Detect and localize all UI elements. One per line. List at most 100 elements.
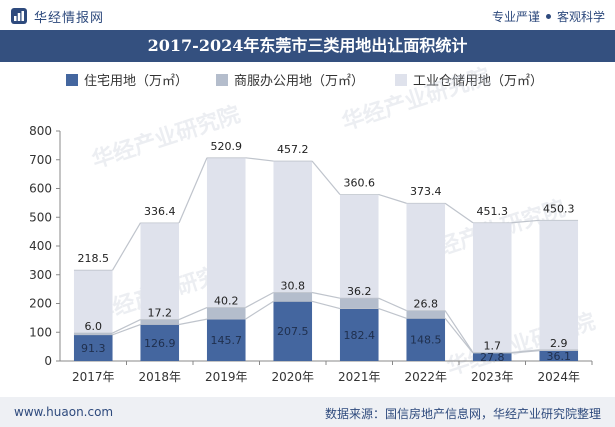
- x-tick-label: 2020年: [271, 370, 314, 384]
- data-label-residential: 126.9: [144, 337, 176, 350]
- data-label-industrial: 451.3: [477, 205, 509, 218]
- bar-segment-residential: [539, 350, 579, 361]
- data-label-industrial: 336.4: [144, 205, 176, 218]
- slogan-dot-icon: [545, 14, 551, 19]
- connector-line: [378, 297, 407, 312]
- stacked-bar-chart: 华经产业研究院华经产业研究院华经产业研究院华经产业研究院华经产业研究院01002…: [29, 63, 598, 384]
- data-label-commercial: 26.8: [414, 298, 439, 311]
- bar-segment-residential: [206, 319, 246, 361]
- connector-line: [311, 160, 341, 195]
- bar-segment-commercial: [73, 333, 113, 335]
- bar-segment-commercial: [539, 349, 579, 351]
- data-label-industrial: 373.4: [410, 185, 442, 198]
- bar-segment-industrial: [73, 270, 113, 334]
- brand-name: 华经情报网: [34, 10, 105, 26]
- watermark-text: 华经产业研究院: [339, 63, 494, 135]
- bar-segment-commercial: [206, 307, 246, 320]
- data-label-residential: 91.3: [81, 342, 106, 355]
- connector-line: [178, 318, 208, 326]
- bar-segment-industrial: [339, 194, 379, 299]
- x-tick-label: 2018年: [138, 370, 181, 384]
- legend-swatch-commercial: [216, 73, 228, 86]
- bar-segment-residential: [73, 334, 113, 361]
- x-tick-label: 2023年: [471, 370, 514, 384]
- bar-segment-industrial: [406, 203, 446, 311]
- connector-line: [444, 310, 474, 353]
- bar-segment-residential: [406, 318, 446, 361]
- bar-segment-residential: [472, 353, 512, 361]
- connector-line: [112, 319, 141, 334]
- data-label-commercial: 2.9: [550, 337, 568, 350]
- bar-segment-industrial: [140, 222, 180, 320]
- brand: 华经情报网: [10, 6, 104, 26]
- connector-line: [378, 193, 407, 204]
- data-label-residential: 145.7: [211, 334, 243, 347]
- bar-segment-industrial: [472, 222, 512, 353]
- connector-line: [245, 157, 274, 162]
- bar-segment-commercial: [140, 319, 180, 325]
- data-label-commercial: 36.2: [347, 285, 372, 298]
- bar-segment-industrial: [539, 220, 579, 350]
- brand-logo-icon: [11, 8, 27, 24]
- x-tick-label: 2021年: [338, 370, 381, 384]
- legend-swatch-industrial: [395, 73, 407, 86]
- y-tick-label: 400: [29, 239, 52, 253]
- legend-item-commercial: 商服办公用地（万㎡）: [216, 70, 364, 89]
- data-label-commercial: 40.2: [214, 295, 239, 308]
- chart-legend: 住宅用地（万㎡） 商服办公用地（万㎡） 工业仓储用地（万㎡）: [0, 70, 615, 90]
- connector-line: [311, 291, 341, 299]
- data-label-residential: 27.8: [480, 351, 505, 364]
- data-label-residential: 148.5: [410, 334, 442, 347]
- connector-line: [511, 219, 540, 224]
- x-tick-label: 2022年: [404, 370, 447, 384]
- connector-line: [178, 157, 208, 224]
- y-tick-label: 600: [29, 182, 52, 196]
- data-label-industrial: 218.5: [78, 252, 110, 265]
- x-tick-label: 2019年: [205, 370, 248, 384]
- connector-line: [444, 202, 474, 224]
- y-tick-label: 700: [29, 153, 52, 167]
- data-label-industrial: 450.3: [543, 202, 575, 215]
- bar-segment-residential: [339, 308, 379, 361]
- legend-label-industrial: 工业仓储用地（万㎡）: [413, 74, 544, 89]
- legend-item-residential: 住宅用地（万㎡）: [66, 70, 188, 89]
- y-tick-label: 0: [44, 354, 52, 368]
- x-tick-label: 2017年: [72, 370, 115, 384]
- chart-title: 2017-2024年东莞市三类用地出让面积统计: [147, 36, 468, 55]
- top-bar: 华经情报网 专业严谨 客观科学: [0, 0, 615, 30]
- x-tick-label: 2024年: [537, 370, 580, 384]
- bar-segment-commercial: [406, 310, 446, 319]
- footer-source: 数据来源：国信房地产信息网，华经产业研究院整理: [324, 407, 601, 421]
- connector-line: [378, 307, 407, 319]
- data-label-residential: 36.1: [547, 350, 572, 363]
- footer-site: www.huaon.com: [14, 405, 114, 419]
- connector-line: [112, 222, 141, 271]
- connector-line: [511, 349, 540, 354]
- data-label-industrial: 360.6: [344, 176, 376, 189]
- data-label-commercial: 30.8: [281, 279, 306, 292]
- slogan-left: 专业严谨: [491, 10, 540, 24]
- bar-segment-industrial: [273, 161, 313, 293]
- legend-label-residential: 住宅用地（万㎡）: [84, 74, 189, 89]
- legend-item-industrial: 工业仓储用地（万㎡）: [395, 70, 543, 89]
- legend-swatch-residential: [66, 73, 78, 86]
- footer: www.huaon.com 数据来源：国信房地产信息网，华经产业研究院整理: [0, 397, 615, 427]
- connector-line: [178, 307, 208, 321]
- connector-line: [112, 323, 141, 336]
- y-tick-label: 100: [29, 325, 52, 339]
- slogan-right: 客观科学: [556, 10, 605, 24]
- y-tick-label: 800: [29, 124, 52, 138]
- data-label-commercial: 6.0: [85, 320, 103, 333]
- connector-line: [245, 291, 274, 309]
- y-tick-label: 200: [29, 297, 52, 311]
- bar-segment-industrial: [206, 157, 246, 308]
- bar-segment-residential: [140, 324, 180, 361]
- data-label-commercial: 17.2: [148, 307, 173, 320]
- chart-title-bar: 2017-2024年东莞市三类用地出让面积统计: [0, 30, 615, 62]
- data-label-residential: 207.5: [277, 325, 309, 338]
- y-tick-label: 500: [29, 210, 52, 224]
- data-label-residential: 182.4: [344, 329, 376, 342]
- connector-line: [444, 317, 474, 354]
- bar-segment-commercial: [273, 292, 313, 302]
- legend-label-commercial: 商服办公用地（万㎡）: [234, 74, 365, 89]
